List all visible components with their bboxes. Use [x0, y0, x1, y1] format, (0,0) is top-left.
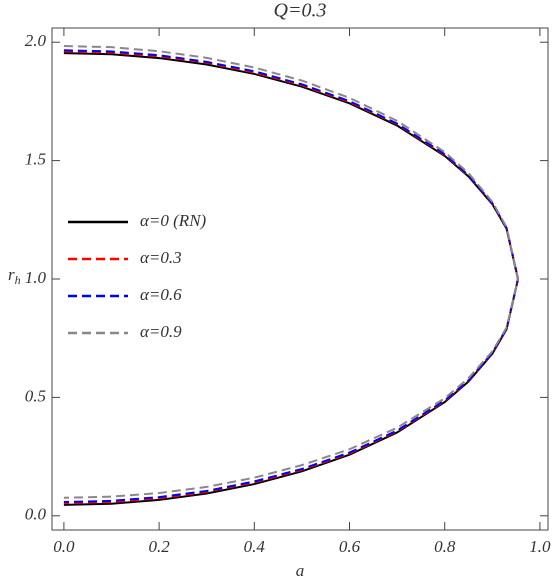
x-axis-label: a	[296, 561, 305, 580]
y-tick-label: 2.0	[25, 31, 47, 50]
x-tick-label: 0.4	[244, 537, 266, 556]
x-tick-label: 0.2	[148, 537, 170, 556]
y-axis-label: rh	[8, 265, 21, 287]
series-line	[63, 45, 520, 499]
legend-label: α=0.9	[140, 322, 182, 341]
legend-label: α=0 (RN)	[140, 211, 207, 230]
y-tick-label: 1.5	[25, 150, 46, 169]
y-tick-label: 0.0	[25, 505, 47, 524]
y-axis-label-sub: h	[15, 273, 21, 287]
series-line	[63, 50, 520, 505]
x-tick-label: 1.0	[529, 537, 551, 556]
y-tick-label: 0.5	[25, 386, 46, 405]
plot-frame	[51, 27, 549, 531]
legend-label: α=0.6	[140, 285, 182, 304]
series-line	[63, 52, 520, 506]
legend-label: α=0.3	[140, 248, 182, 267]
x-tick-label: 0.0	[53, 537, 75, 556]
y-axis-label-base: r	[8, 265, 15, 284]
y-tick-label: 1.0	[25, 268, 47, 287]
x-tick-label: 0.6	[339, 537, 361, 556]
series-line	[63, 49, 520, 504]
chart-title: Q=0.3	[274, 0, 327, 22]
x-tick-label: 0.8	[434, 537, 456, 556]
